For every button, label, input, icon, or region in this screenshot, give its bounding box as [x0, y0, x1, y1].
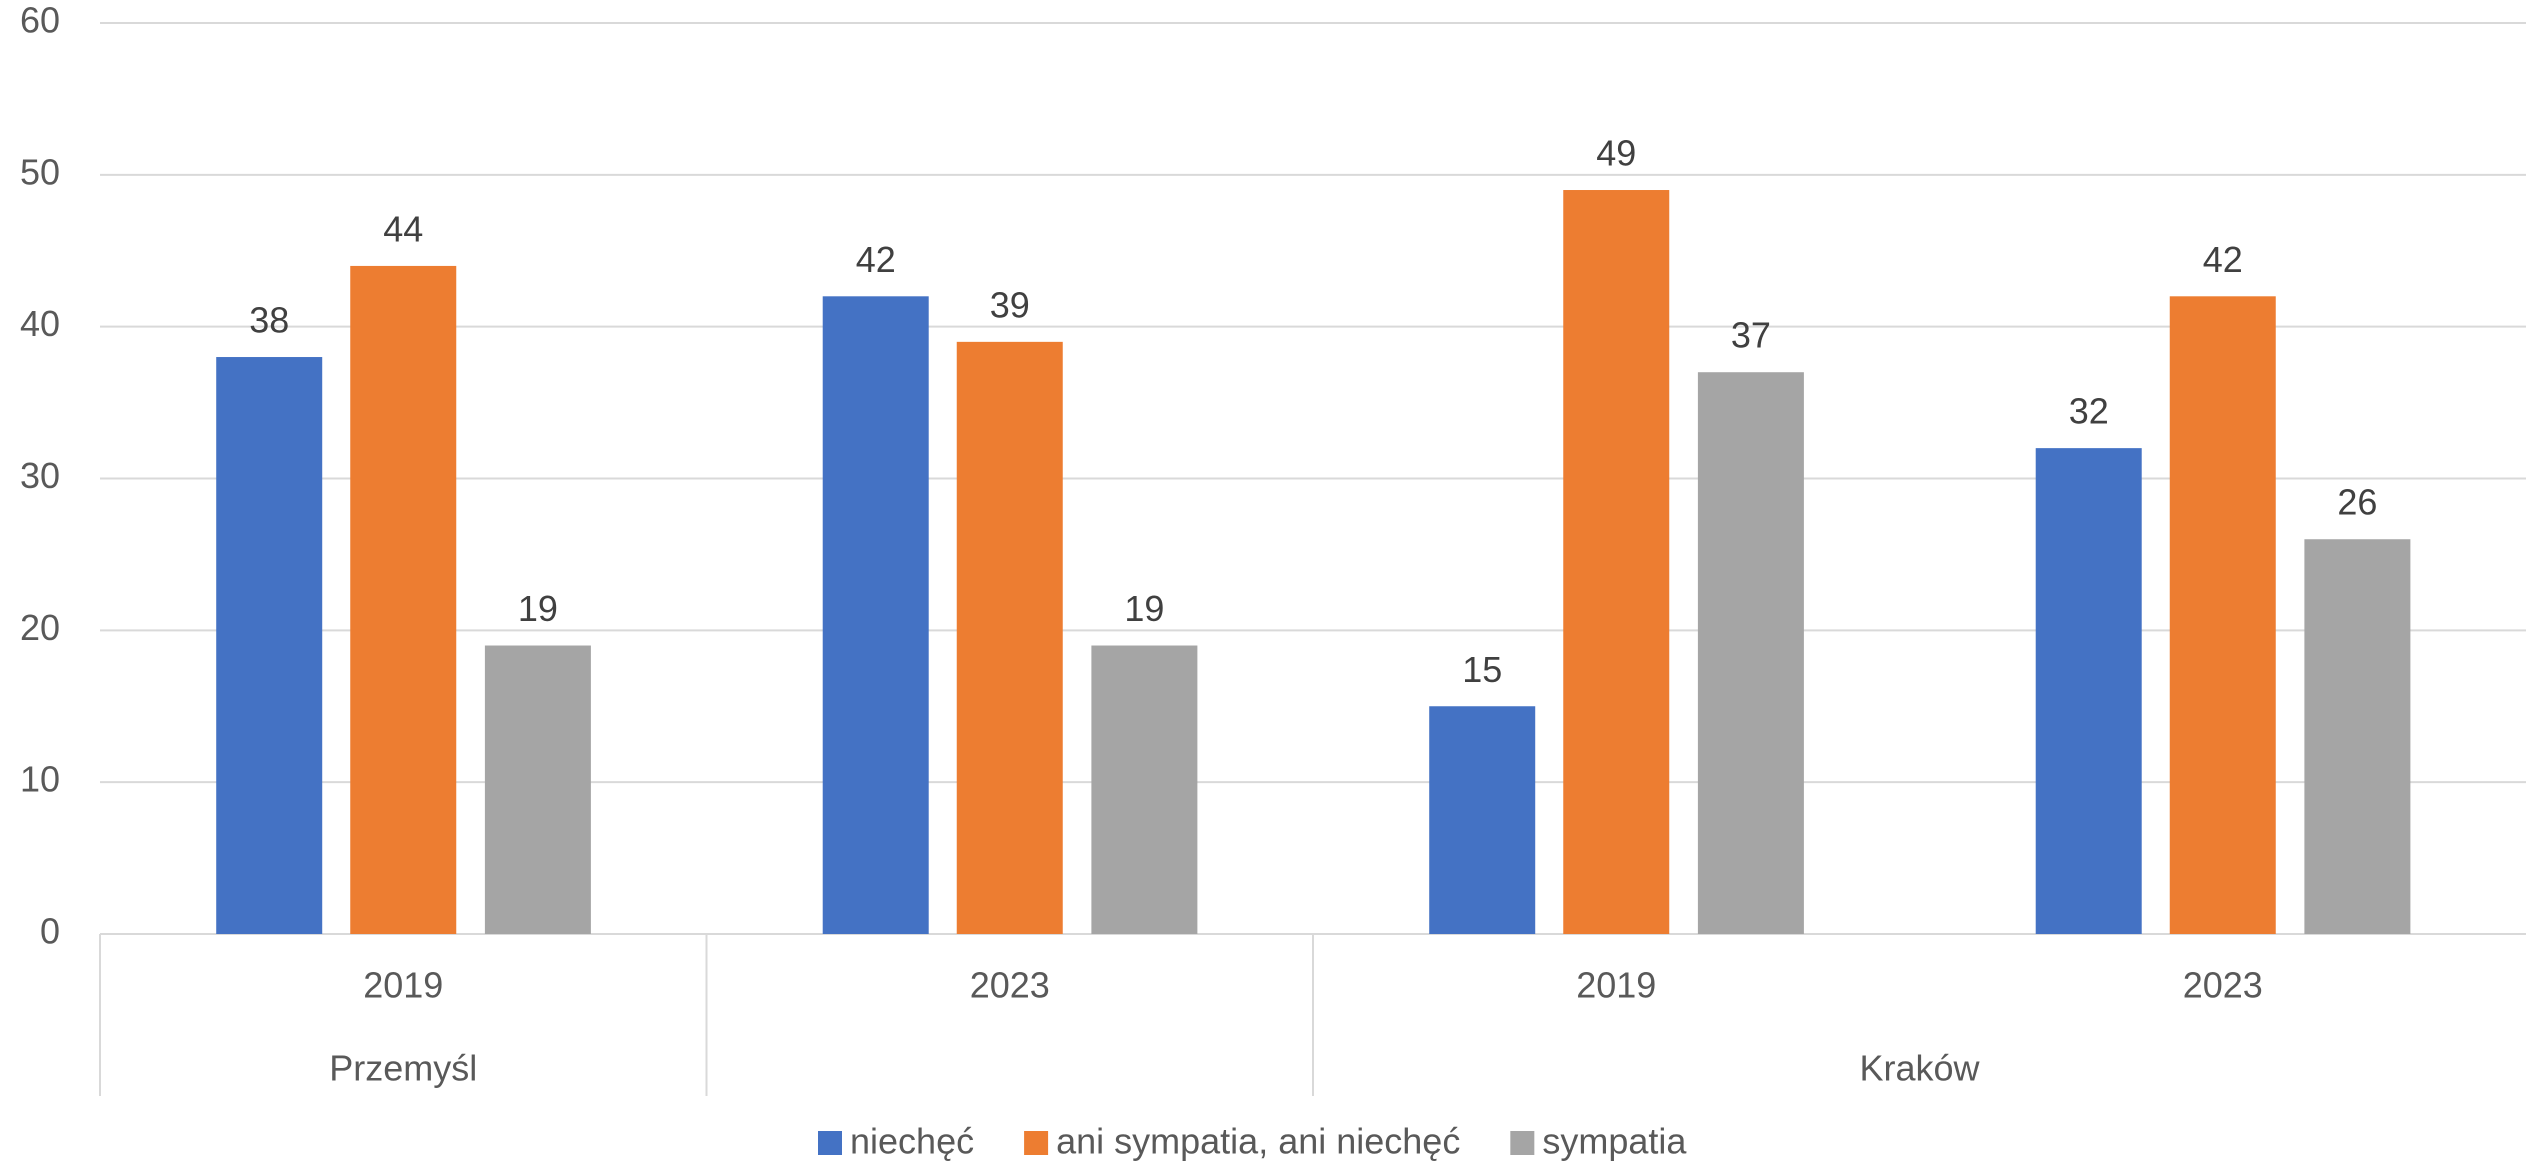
bar	[2169, 296, 2276, 934]
legend-swatch	[818, 1131, 842, 1155]
data-label: 15	[1462, 649, 1502, 690]
x-tick-label: 2019	[1576, 965, 1656, 1006]
bar	[1563, 190, 1670, 934]
legend-label: niechęć	[850, 1121, 974, 1162]
bar	[822, 296, 929, 934]
data-label: 32	[2069, 391, 2109, 432]
bar	[1429, 706, 1536, 934]
y-tick-label: 0	[40, 911, 60, 952]
data-label: 42	[2203, 239, 2243, 280]
legend-swatch	[1510, 1131, 1535, 1155]
legend-label: sympatia	[1542, 1121, 1687, 1162]
bar	[2304, 539, 2411, 934]
x-tick-label: 2019	[363, 965, 443, 1006]
data-label: 19	[1124, 588, 1164, 629]
bar	[1697, 372, 1804, 934]
legend-swatch	[1024, 1131, 1049, 1155]
y-tick-label: 30	[20, 455, 60, 496]
group-label: Przemyśl	[329, 1048, 477, 1089]
y-tick-label: 20	[20, 607, 60, 648]
data-label: 49	[1596, 133, 1636, 174]
data-label: 39	[990, 284, 1030, 325]
data-label: 42	[856, 239, 896, 280]
data-label: 26	[2337, 482, 2377, 523]
y-tick-label: 10	[20, 759, 60, 800]
x-tick-label: 2023	[2183, 965, 2263, 1006]
bar	[350, 265, 457, 934]
data-label: 38	[249, 300, 289, 341]
bar	[484, 645, 591, 934]
legend-label: ani sympatia, ani niechęć	[1056, 1121, 1460, 1162]
bar	[1091, 645, 1198, 934]
y-tick-label: 60	[20, 0, 60, 41]
bar	[216, 357, 323, 934]
data-label: 37	[1731, 315, 1771, 356]
y-tick-label: 40	[20, 303, 60, 344]
bar	[956, 341, 1063, 935]
x-tick-label: 2023	[970, 965, 1050, 1006]
group-label: Kraków	[1859, 1048, 1980, 1089]
data-label: 19	[518, 588, 558, 629]
bar	[2035, 448, 2142, 934]
data-label: 44	[383, 208, 423, 249]
y-tick-label: 50	[20, 151, 60, 192]
